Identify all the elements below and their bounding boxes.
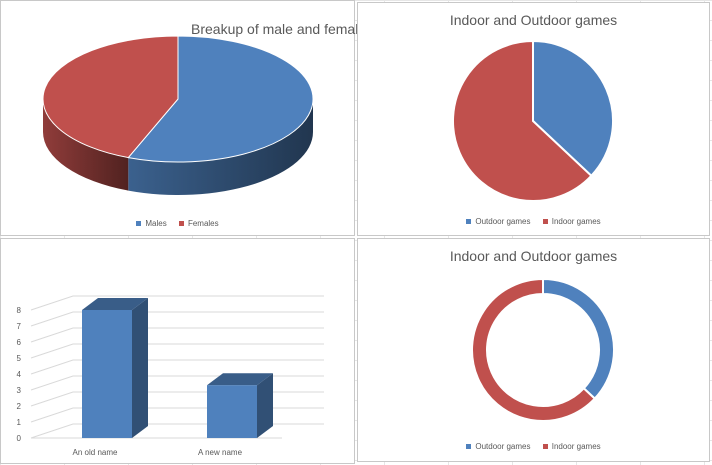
chart-legend: Outdoor games Indoor games (358, 217, 709, 226)
gridline (30, 391, 324, 407)
pie-slice-side-males (128, 99, 313, 195)
y-tick-label: 3 (17, 386, 22, 395)
doughnut-segment-indoor-games[interactable] (471, 277, 597, 422)
chart-legend: Males Females (1, 219, 354, 228)
legend-label: Outdoor games (475, 217, 531, 226)
names-bar-chart-panel[interactable]: 0 1 2 3 4 5 6 7 8 An old name A new name (0, 238, 355, 464)
bar-top (82, 298, 148, 310)
legend-label: Outdoor games (475, 442, 531, 451)
legend-label: Females (187, 219, 219, 228)
pie-slice-outdoor-games[interactable] (532, 39, 614, 178)
pie-slice-females[interactable] (42, 35, 179, 159)
gridline (30, 375, 324, 391)
gender-pie-chart-panel[interactable]: Breakup of male and female Males Females (0, 0, 366, 236)
gridline (30, 295, 324, 311)
games-pie-chart (452, 39, 614, 202)
legend-item-males: Males (136, 219, 167, 228)
gridline (30, 343, 324, 359)
gridline (30, 423, 324, 439)
legend-swatch (542, 219, 548, 225)
legend-label: Indoor games (551, 442, 601, 451)
legend-swatch (466, 444, 472, 450)
chart-title: Indoor and Outdoor games (449, 248, 618, 264)
legend-item-outdoor: Outdoor games (466, 442, 530, 451)
y-tick-label: 1 (17, 418, 22, 427)
y-tick-label: 5 (17, 354, 22, 363)
x-tick-label: An old name (73, 448, 118, 457)
legend-label: Indoor games (551, 217, 601, 226)
pie-slice-indoor-games[interactable] (452, 39, 593, 202)
gender-pie-chart (42, 35, 314, 195)
legend-swatch (466, 219, 472, 225)
legend-item-indoor: Indoor games (542, 217, 601, 226)
games-doughnut-chart-panel[interactable]: Indoor and Outdoor games Outdoor games I… (357, 238, 710, 462)
pie-slice-males[interactable] (127, 35, 314, 163)
legend-swatch (178, 221, 184, 227)
chart-title: Indoor and Outdoor games (449, 12, 618, 28)
gridline (30, 311, 324, 327)
gridline (30, 407, 324, 423)
legend-item-indoor: Indoor games (542, 442, 601, 451)
pie-slice-side-females (43, 99, 129, 191)
doughnut-segment-outdoor-games[interactable] (542, 277, 615, 401)
x-tick-label: A new name (198, 448, 243, 457)
legend-swatch (136, 221, 142, 227)
chart-legend: Outdoor games Indoor games (358, 442, 709, 451)
bar[interactable] (207, 385, 257, 438)
legend-label: Males (145, 219, 167, 228)
y-tick-label: 4 (17, 370, 22, 379)
legend-item-outdoor: Outdoor games (466, 217, 530, 226)
y-tick-label: 7 (17, 322, 22, 331)
y-tick-label: 8 (17, 306, 22, 315)
bar-side (132, 298, 148, 438)
chart-title: Breakup of male and female (191, 21, 367, 37)
gridline (30, 327, 324, 343)
legend-item-females: Females (178, 219, 219, 228)
bar[interactable] (82, 310, 132, 438)
y-tick-label: 0 (17, 434, 22, 443)
legend-swatch (542, 444, 548, 450)
bar-top (207, 373, 273, 386)
names-bar-chart: 0 1 2 3 4 5 6 7 8 An old name A new name (17, 295, 324, 457)
games-doughnut-chart (471, 277, 615, 422)
gridline (30, 359, 324, 375)
y-tick-label: 2 (17, 402, 22, 411)
bar-side (257, 373, 273, 438)
games-pie-chart-panel[interactable]: Indoor and Outdoor games Outdoor games I… (357, 2, 710, 236)
y-tick-label: 6 (17, 338, 22, 347)
